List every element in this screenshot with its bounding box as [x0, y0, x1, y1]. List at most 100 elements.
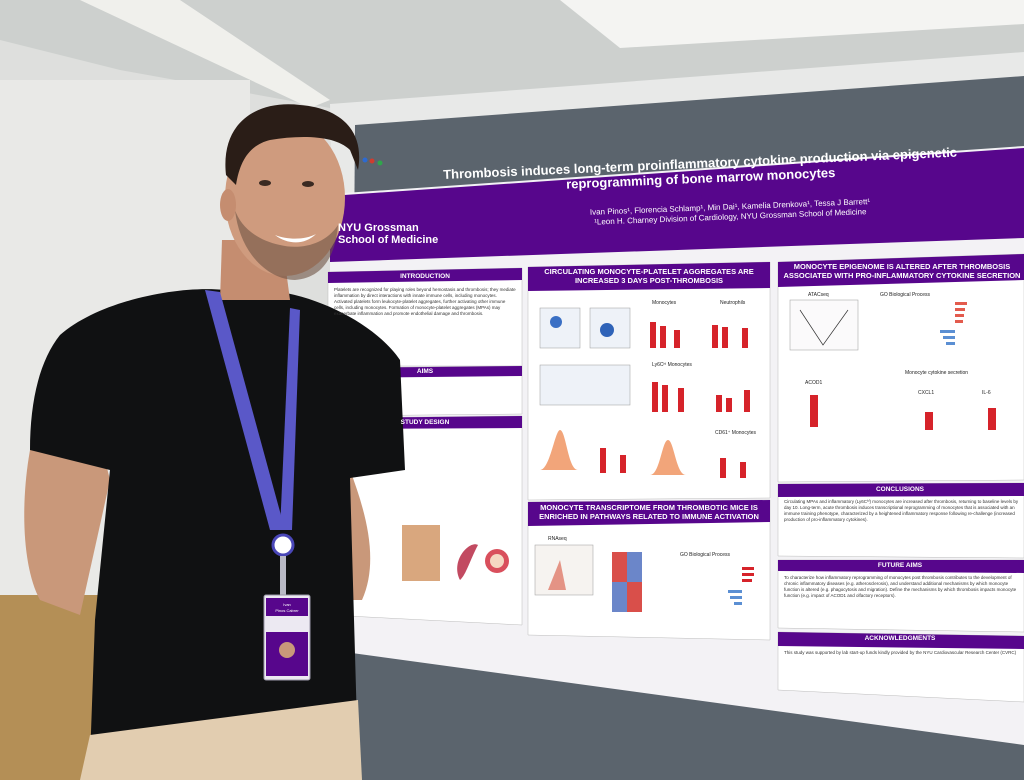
atac-v-line [799, 309, 849, 346]
poster-header [330, 148, 1024, 262]
bar [742, 328, 748, 348]
thrombus-image [457, 544, 478, 580]
bar [674, 330, 680, 348]
pin [369, 158, 375, 164]
future-aims-header [778, 560, 1024, 573]
bar [955, 308, 965, 311]
logo-line-2: School of Medicine [338, 234, 439, 246]
circulating-box [527, 261, 771, 501]
bar [726, 398, 732, 412]
circulating-header [528, 262, 770, 291]
intro-header [328, 268, 522, 283]
label-cd61-monocytes: CD61⁺ Monocytes [715, 430, 756, 436]
label-atacseq: ATACseq [808, 292, 829, 298]
bar [742, 573, 754, 576]
black-t-shirt [30, 289, 405, 760]
study-design-heading: STUDY DESIGN [400, 419, 450, 426]
ack-header [778, 632, 1024, 649]
conclusions-text: Circulating MPAs and inflammatory (Ly6Cʰ… [784, 499, 1019, 522]
bar [722, 327, 728, 348]
go-bars-transcriptome [728, 567, 754, 605]
bar [730, 596, 742, 599]
bar [662, 385, 668, 412]
bar [742, 567, 754, 570]
lanyard-strap [280, 556, 286, 596]
heatmap-cell [612, 552, 627, 582]
heatmap [612, 552, 642, 612]
bar [652, 382, 658, 412]
bar-group-monocytes [650, 322, 680, 348]
bar [716, 395, 722, 412]
ceiling-light-left [80, 0, 330, 108]
left-eye [259, 180, 271, 186]
logo-line-1: NYU Grossman [338, 222, 419, 234]
beard [235, 210, 338, 280]
lanyard-clip [271, 533, 295, 557]
heatmap-cell [627, 582, 642, 612]
label-rnaseq: RNAseq [548, 536, 567, 542]
epigenome-heading: MONOCYTE EPIGENOME IS ALTERED AFTER THRO… [783, 262, 1021, 280]
histogram-2 [650, 440, 686, 475]
pin [377, 160, 383, 166]
cxcl1-bar [925, 412, 933, 430]
bar [955, 314, 964, 317]
bar-group-ly6c [652, 382, 684, 412]
bar [660, 326, 666, 348]
epigenome-box [777, 253, 1024, 483]
wooden-cabinet [0, 595, 100, 780]
flow-dot-1 [550, 316, 562, 328]
ear [220, 189, 236, 221]
label-il6: IL-6 [982, 390, 991, 396]
flow-plot-3 [539, 364, 631, 406]
smile [275, 234, 316, 243]
cross-section-inner [490, 554, 504, 568]
label-ly6c-monocytes: Ly6Cʰⁱ Monocytes [652, 362, 692, 368]
bar [740, 462, 746, 478]
conclusions-header [778, 483, 1024, 497]
label-monocytes: Monocytes [652, 300, 677, 306]
aims-heading: AIMS [416, 368, 434, 375]
bar [744, 390, 750, 412]
label-cytokine: Monocyte cytokine secretion [905, 370, 969, 376]
acknowledgments-text: This study was supported by lab start-up… [784, 650, 1017, 655]
badge-name-last: Pinos Cabrer [275, 608, 299, 613]
label-neutrophils: Neutrophils [720, 300, 746, 306]
conclusions-heading: CONCLUSIONS [875, 486, 925, 493]
introduction-heading: INTRODUCTION [400, 273, 450, 280]
bar-group-neutrophils [712, 325, 748, 348]
bar [940, 330, 955, 333]
bar [742, 579, 752, 582]
go-bars-epigenome [940, 302, 967, 345]
hair [225, 104, 360, 185]
il6-bar [988, 408, 996, 430]
bar [943, 336, 955, 339]
id-badge-header [266, 598, 308, 616]
histogram-1 [540, 430, 578, 470]
label-go-process-transcriptome: GO Biological Process [680, 552, 731, 558]
volcano-shape [548, 560, 566, 590]
right-eye [302, 181, 314, 187]
label-acod1: ACOD1 [805, 380, 823, 386]
label-go-process-epigenome: GO Biological Process [880, 292, 931, 298]
bar [734, 602, 742, 605]
id-badge-photo [279, 642, 295, 658]
flow-plot-1 [539, 307, 581, 349]
vessel-image [402, 525, 440, 581]
khaki-pants [80, 700, 362, 780]
bar [620, 455, 626, 473]
epigenome-header [778, 254, 1024, 287]
acod1-bar [810, 395, 818, 427]
transcriptome-box [527, 499, 771, 641]
badge-name-first: Ivan [283, 602, 291, 607]
future-aims-heading: FUTURE AIMS [877, 562, 923, 569]
introduction-text: Platelets are recognized for playing rol… [334, 287, 516, 316]
transcriptome-header [528, 500, 770, 526]
atac-volcano [789, 299, 859, 351]
bar [720, 458, 726, 478]
bar [600, 448, 606, 473]
bar [678, 388, 684, 412]
bar [946, 342, 955, 345]
label-cxcl1: CXCL1 [918, 390, 935, 396]
bar-group-cd61 [600, 448, 746, 478]
